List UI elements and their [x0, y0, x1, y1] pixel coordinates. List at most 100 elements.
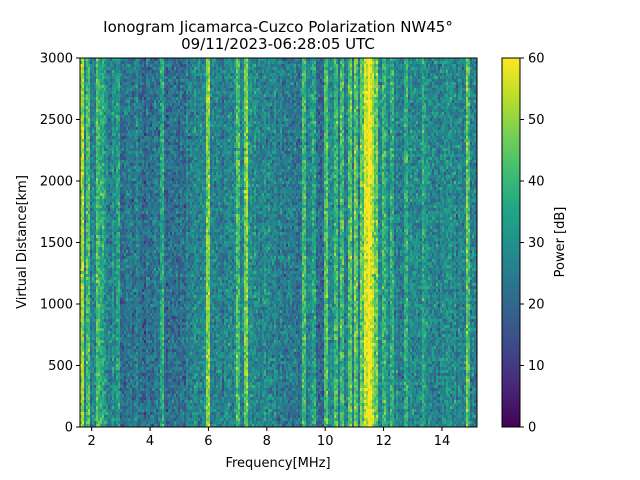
- heatmap-cell: [132, 289, 134, 292]
- heatmap-cell: [156, 139, 158, 142]
- heatmap-cell: [106, 166, 108, 169]
- heatmap-cell: [130, 145, 132, 148]
- heatmap-cell: [156, 67, 158, 70]
- heatmap-cell: [92, 157, 94, 160]
- heatmap-cell: [128, 271, 130, 274]
- heatmap-cell: [80, 226, 82, 229]
- heatmap-cell: [118, 244, 120, 247]
- heatmap-cell: [146, 286, 148, 289]
- heatmap-cell: [84, 412, 86, 415]
- heatmap-cell: [158, 160, 160, 163]
- heatmap-cell: [138, 307, 140, 310]
- heatmap-cell: [148, 406, 150, 409]
- heatmap-cell: [120, 337, 122, 340]
- heatmap-cell: [114, 199, 116, 202]
- heatmap-cell: [96, 130, 98, 133]
- heatmap-cell: [114, 316, 116, 319]
- heatmap-cell: [118, 85, 120, 88]
- heatmap-cell: [106, 358, 108, 361]
- heatmap-cell: [134, 415, 136, 418]
- heatmap-cell: [148, 211, 150, 214]
- heatmap-cell: [86, 115, 88, 118]
- heatmap-cell: [98, 169, 100, 172]
- heatmap-cell: [132, 352, 134, 355]
- heatmap-cell: [150, 283, 152, 286]
- heatmap-cell: [138, 304, 140, 307]
- heatmap-cell: [112, 73, 114, 76]
- heatmap-cell: [144, 175, 146, 178]
- heatmap-cell: [136, 307, 138, 310]
- heatmap-cell: [98, 400, 100, 403]
- heatmap-cell: [112, 394, 114, 397]
- heatmap-cell: [98, 385, 100, 388]
- heatmap-cell: [130, 370, 132, 373]
- heatmap-cell: [144, 232, 146, 235]
- heatmap-cell: [144, 265, 146, 268]
- heatmap-cell: [158, 364, 160, 367]
- heatmap-cell: [128, 268, 130, 271]
- heatmap-cell: [92, 385, 94, 388]
- heatmap-cell: [160, 253, 162, 256]
- heatmap-cell: [138, 364, 140, 367]
- heatmap-cell: [158, 262, 160, 265]
- heatmap-cell: [86, 238, 88, 241]
- heatmap-cell: [84, 367, 86, 370]
- heatmap-cell: [136, 424, 138, 427]
- heatmap-cell: [120, 196, 122, 199]
- heatmap-cell: [148, 148, 150, 151]
- heatmap-cell: [118, 421, 120, 424]
- heatmap-cell: [96, 310, 98, 313]
- heatmap-cell: [122, 343, 124, 346]
- heatmap-cell: [134, 196, 136, 199]
- heatmap-cell: [126, 148, 128, 151]
- heatmap-cell: [118, 319, 120, 322]
- heatmap-cell: [90, 331, 92, 334]
- heatmap-cell: [80, 136, 82, 139]
- heatmap-cell: [118, 271, 120, 274]
- heatmap-cell: [100, 418, 102, 421]
- heatmap-cell: [136, 166, 138, 169]
- heatmap-cell: [144, 262, 146, 265]
- heatmap-cell: [146, 337, 148, 340]
- heatmap-cell: [152, 247, 154, 250]
- heatmap-cell: [96, 361, 98, 364]
- heatmap-cell: [104, 268, 106, 271]
- heatmap-cell: [142, 274, 144, 277]
- heatmap-cell: [118, 97, 120, 100]
- heatmap-cell: [150, 190, 152, 193]
- heatmap-cell: [130, 271, 132, 274]
- heatmap-cell: [144, 253, 146, 256]
- heatmap-cell: [114, 355, 116, 358]
- heatmap-cell: [108, 409, 110, 412]
- heatmap-cell: [88, 301, 90, 304]
- heatmap-cell: [86, 190, 88, 193]
- heatmap-cell: [84, 79, 86, 82]
- heatmap-cell: [94, 268, 96, 271]
- heatmap-cell: [140, 64, 142, 67]
- heatmap-cell: [158, 229, 160, 232]
- heatmap-cell: [136, 145, 138, 148]
- heatmap-cell: [132, 199, 134, 202]
- heatmap-cell: [154, 229, 156, 232]
- heatmap-cell: [100, 154, 102, 157]
- heatmap-cell: [106, 64, 108, 67]
- heatmap-cell: [80, 145, 82, 148]
- heatmap-cell: [122, 361, 124, 364]
- heatmap-cell: [146, 319, 148, 322]
- heatmap-cell: [160, 277, 162, 280]
- heatmap-cell: [82, 244, 84, 247]
- heatmap-cell: [132, 409, 134, 412]
- heatmap-cell: [114, 127, 116, 130]
- heatmap-cell: [122, 79, 124, 82]
- heatmap-cell: [134, 70, 136, 73]
- heatmap-cell: [116, 106, 118, 109]
- heatmap-cell: [100, 148, 102, 151]
- heatmap-cell: [94, 316, 96, 319]
- heatmap-cell: [88, 82, 90, 85]
- heatmap-cell: [136, 241, 138, 244]
- heatmap-cell: [88, 244, 90, 247]
- heatmap-cell: [160, 139, 162, 142]
- heatmap-cell: [96, 406, 98, 409]
- heatmap-cell: [94, 190, 96, 193]
- heatmap-cell: [94, 136, 96, 139]
